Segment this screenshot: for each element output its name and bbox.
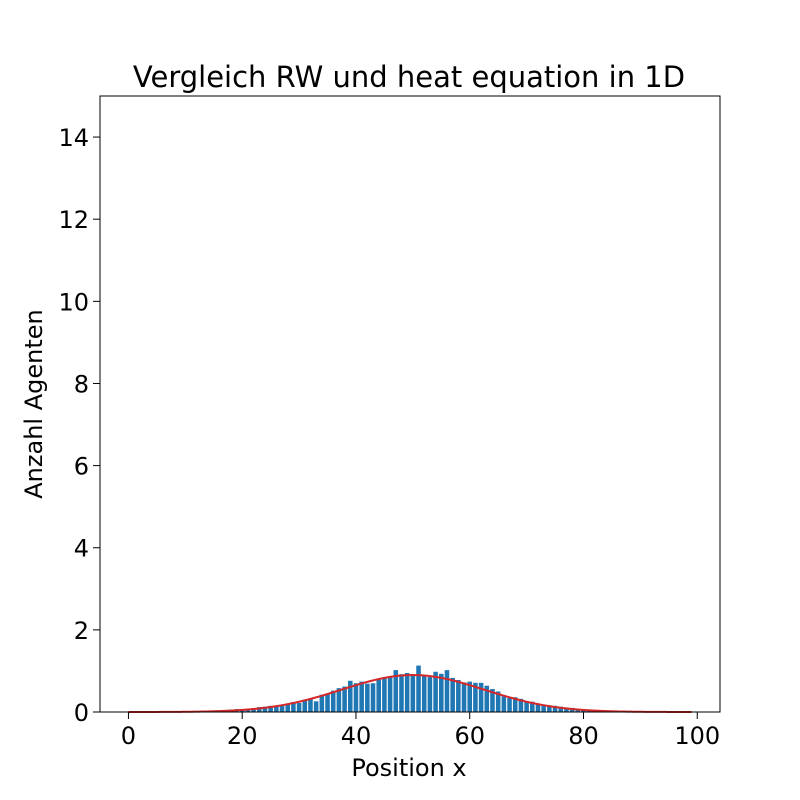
bar — [427, 677, 433, 712]
y-tick-label: 0 — [74, 699, 89, 727]
bar — [450, 677, 455, 712]
bar — [501, 696, 507, 712]
bar — [399, 674, 404, 712]
bar — [416, 665, 421, 712]
bar — [336, 688, 342, 712]
chart-title: Vergleich RW und heat equation in 1D — [133, 60, 685, 94]
x-tick-label: 20 — [227, 722, 258, 750]
bar — [353, 683, 359, 712]
bar — [376, 679, 381, 712]
x-tick-label: 60 — [454, 722, 485, 750]
x-tick-label: 80 — [568, 722, 599, 750]
x-ticks: 0 20 40 60 80 100 — [121, 712, 720, 750]
bar — [478, 682, 484, 712]
y-tick-label: 14 — [58, 124, 89, 152]
bar — [575, 709, 581, 712]
series-line — [128, 674, 692, 713]
bar — [410, 675, 416, 712]
y-tick-label: 4 — [74, 535, 89, 563]
bar — [404, 672, 410, 712]
bar — [251, 708, 256, 712]
x-tick-label: 0 — [121, 722, 136, 750]
x-axis-label: Position x — [351, 754, 466, 782]
y-ticks: 0 2 4 6 8 10 12 14 — [58, 124, 100, 727]
x-tick-label: 40 — [341, 722, 372, 750]
curve-layer — [128, 674, 692, 713]
bar — [490, 689, 495, 712]
bar — [564, 707, 569, 712]
x-tick-label: 100 — [674, 722, 720, 750]
bar — [530, 701, 535, 712]
bar — [387, 676, 393, 712]
bar — [541, 704, 546, 712]
bar — [325, 693, 330, 712]
bar — [535, 703, 541, 712]
bar — [342, 686, 347, 712]
bar — [393, 670, 399, 712]
bars-layer — [183, 665, 649, 712]
bar — [439, 673, 444, 712]
y-tick-label: 6 — [74, 453, 89, 481]
y-axis-label: Anzahl Agenten — [20, 309, 48, 498]
bar — [268, 705, 273, 712]
y-tick-label: 12 — [58, 206, 89, 234]
bar — [495, 691, 501, 712]
bar — [302, 699, 308, 712]
bar — [512, 697, 518, 712]
bar — [552, 705, 558, 712]
y-tick-label: 2 — [74, 617, 89, 645]
bar — [319, 694, 325, 712]
y-tick-label: 8 — [74, 370, 89, 398]
bar — [296, 702, 302, 712]
bar — [507, 698, 512, 712]
bar — [308, 698, 313, 712]
bar — [421, 675, 427, 712]
bar — [473, 682, 478, 712]
bar — [467, 681, 472, 712]
bar — [382, 677, 387, 712]
bar — [274, 706, 279, 712]
bar — [518, 698, 524, 712]
bar — [433, 671, 438, 712]
bar — [524, 701, 529, 712]
bar — [313, 701, 319, 712]
bar — [547, 705, 552, 712]
bar — [461, 682, 467, 712]
bar — [359, 681, 364, 712]
bar — [279, 705, 285, 712]
y-tick-label: 10 — [58, 288, 89, 316]
bar — [456, 679, 461, 712]
plot-frame — [99, 95, 721, 713]
bar — [348, 680, 353, 712]
bar — [330, 690, 336, 712]
bar — [256, 707, 262, 712]
bar — [365, 683, 370, 712]
bar — [262, 706, 268, 712]
bar — [370, 683, 376, 712]
bar — [285, 704, 290, 712]
bar — [558, 706, 564, 712]
bar — [444, 670, 450, 712]
bar — [291, 702, 296, 712]
bar — [484, 685, 490, 712]
